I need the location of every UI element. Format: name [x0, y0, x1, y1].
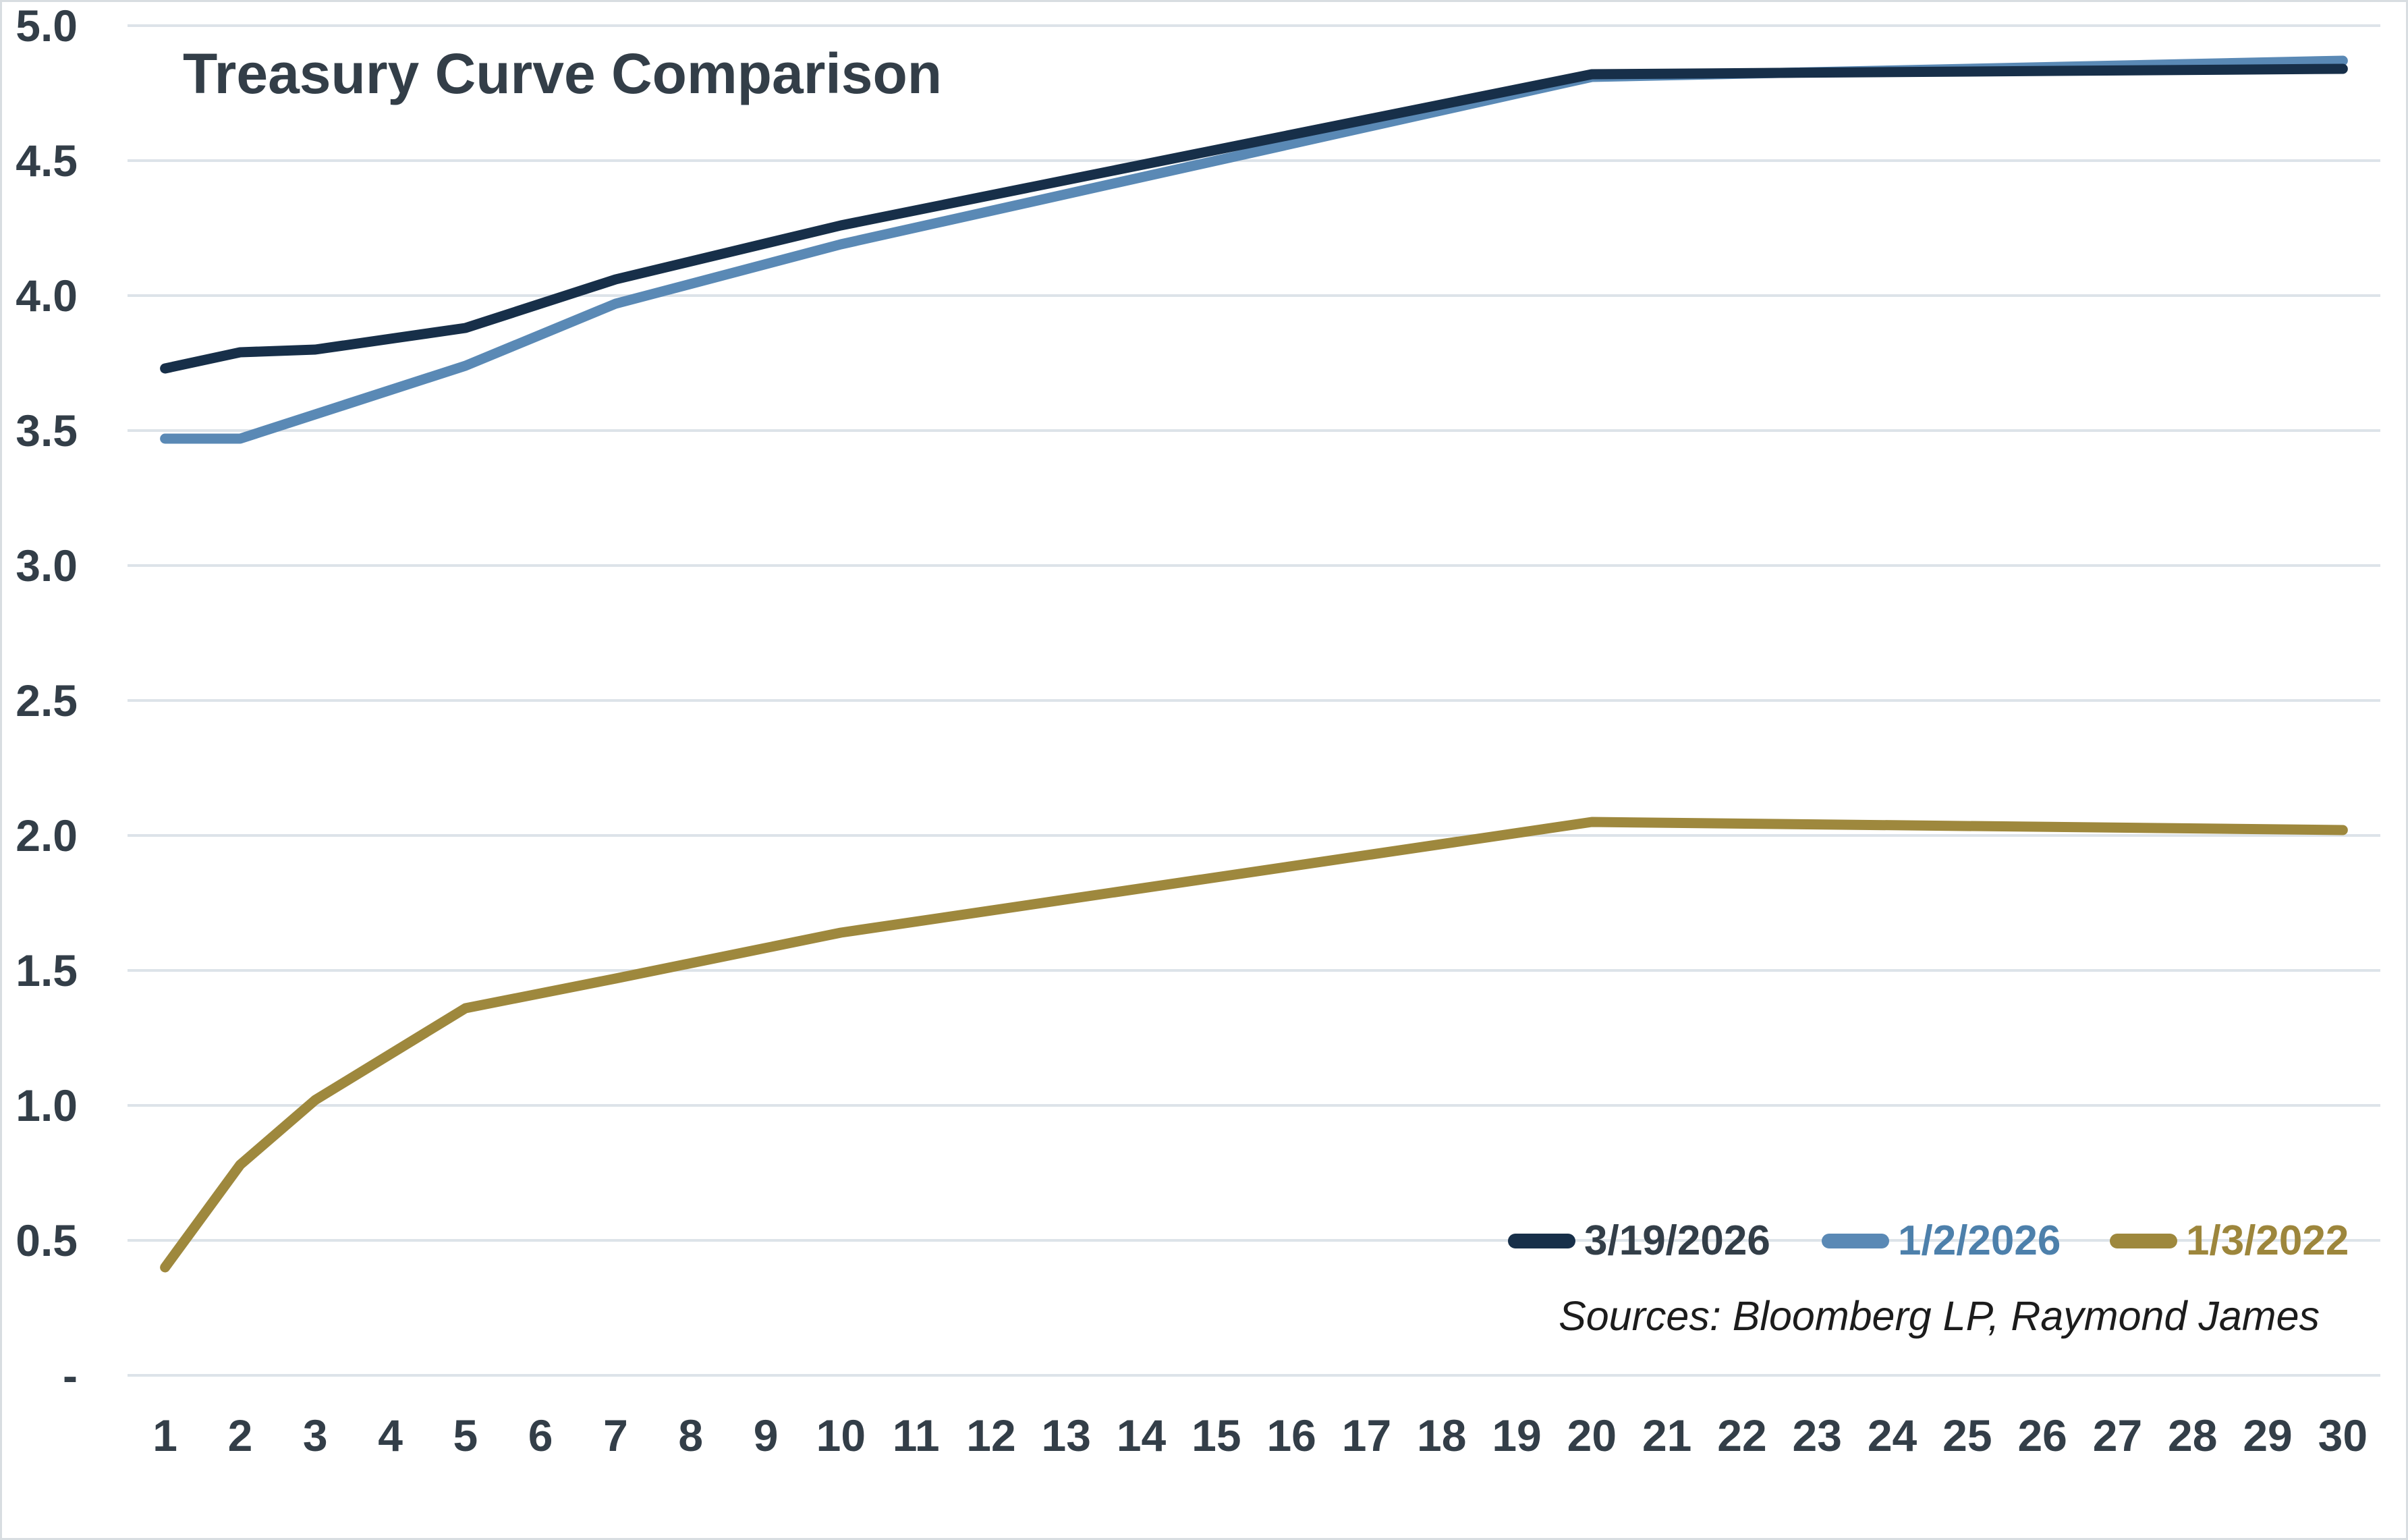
- x-axis-label: 18: [1417, 1410, 1466, 1460]
- y-axis-label: 0.5: [16, 1215, 78, 1265]
- legend-label: 1/2/2026: [1898, 1217, 2061, 1264]
- source-note: Sources: Bloomberg LP, Raymond James: [1559, 1293, 2320, 1339]
- legend-label: 3/19/2026: [1584, 1217, 1770, 1264]
- x-axis-label: 2: [228, 1410, 253, 1460]
- series-line-0: [160, 63, 2348, 374]
- y-axis-label: 4.0: [16, 271, 78, 321]
- x-axis-label: 13: [1042, 1410, 1091, 1460]
- x-axis-label: 19: [1492, 1410, 1541, 1460]
- y-axis-label: 1.5: [16, 945, 78, 995]
- legend-item-2: 1/3/2022: [2110, 1219, 2349, 1263]
- legend-item-0: 3/19/2026: [1508, 1219, 1770, 1263]
- x-axis-label: 4: [378, 1410, 403, 1460]
- x-axis-label: 11: [893, 1410, 940, 1460]
- x-axis-label: 1: [152, 1410, 177, 1460]
- x-axis-label: 8: [678, 1410, 703, 1460]
- x-axis-label: 29: [2243, 1410, 2292, 1460]
- x-axis-label: 16: [1266, 1410, 1316, 1460]
- series-line-2: [160, 817, 2348, 1273]
- x-axis-label: 22: [1717, 1410, 1766, 1460]
- x-axis-label: 7: [603, 1410, 628, 1460]
- x-axis-label: 25: [1942, 1410, 1992, 1460]
- y-axis-label: 3.5: [16, 406, 78, 456]
- y-axis-label: 1.0: [16, 1080, 78, 1130]
- x-axis-label: 14: [1117, 1410, 1167, 1460]
- x-axis-label: 5: [453, 1410, 478, 1460]
- x-axis-label: 17: [1342, 1410, 1391, 1460]
- x-axis-label: 28: [2168, 1410, 2217, 1460]
- y-axis-label: 2.0: [16, 810, 78, 860]
- y-axis-label: 3.0: [16, 541, 78, 590]
- chart-title: Treasury Curve Comparison: [183, 42, 943, 105]
- x-axis-label: 23: [1793, 1410, 1842, 1460]
- x-axis-label: 9: [754, 1410, 779, 1460]
- legend-label: 1/3/2022: [2186, 1217, 2349, 1264]
- x-axis-label: 30: [2318, 1410, 2368, 1460]
- x-axis-label: 6: [528, 1410, 553, 1460]
- x-axis-label: 15: [1192, 1410, 1241, 1460]
- x-axis-label: 20: [1567, 1410, 1617, 1460]
- series-line-1: [160, 55, 2348, 444]
- y-axis-label: 4.5: [16, 136, 78, 186]
- legend-swatch-icon: [1822, 1234, 1889, 1248]
- x-axis-label: 21: [1642, 1410, 1691, 1460]
- legend-swatch-icon: [1508, 1234, 1575, 1248]
- x-axis-label: 24: [1868, 1410, 1917, 1460]
- legend-swatch-icon: [2110, 1234, 2177, 1248]
- y-axis-label: -: [63, 1350, 78, 1400]
- x-axis-label: 10: [816, 1410, 866, 1460]
- x-axis-label: 3: [303, 1410, 328, 1460]
- legend-item-1: 1/2/2026: [1822, 1219, 2061, 1263]
- x-axis-label: 26: [2017, 1410, 2067, 1460]
- x-axis-label: 27: [2093, 1410, 2142, 1460]
- y-axis-label: 2.5: [16, 676, 78, 725]
- x-axis-label: 12: [966, 1410, 1015, 1460]
- y-axis-label: 5.0: [16, 2, 78, 51]
